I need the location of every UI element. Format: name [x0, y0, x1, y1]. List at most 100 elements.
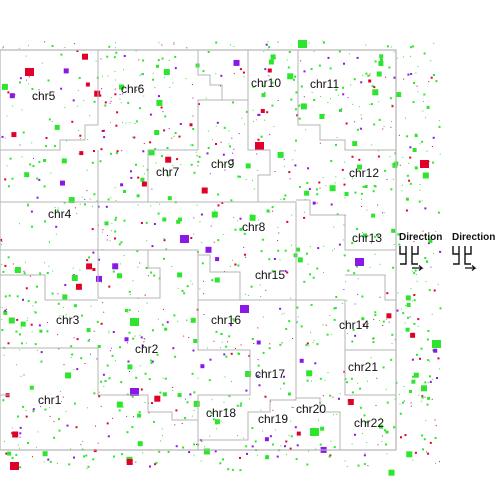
- signal-dot: [150, 271, 153, 274]
- signal-dot: [162, 308, 164, 310]
- signal-dot: [323, 41, 325, 44]
- signal-dot: [25, 410, 27, 411]
- signal-dot: [71, 275, 78, 281]
- signal-dot: [221, 201, 224, 204]
- signal-dot: [385, 430, 389, 434]
- signal-dot: [225, 355, 228, 358]
- signal-dot: [4, 137, 6, 139]
- signal-dot: [224, 169, 226, 171]
- label-chr11: chr11: [310, 77, 339, 91]
- signal-dot: [153, 223, 156, 225]
- label-chr10: chr10: [251, 76, 281, 90]
- signal-dot: [422, 101, 424, 102]
- signal-dot: [351, 391, 354, 394]
- signal-dot: [140, 388, 143, 391]
- signal-dot: [137, 441, 143, 447]
- signal-dot: [374, 185, 377, 188]
- signal-dot: [422, 230, 424, 232]
- signal-dot: [407, 316, 409, 319]
- signal-dot: [132, 337, 135, 340]
- signal-dot: [123, 219, 126, 222]
- signal-dot: [9, 157, 12, 160]
- signal-dot: [219, 347, 221, 349]
- signal-dot: [372, 338, 374, 340]
- signal-dot: [294, 150, 296, 152]
- signal-dot: [318, 64, 321, 67]
- signal-dot: [115, 51, 118, 54]
- signal-dot: [168, 59, 170, 61]
- signal-dot: [234, 263, 237, 266]
- signal-dot: [114, 79, 116, 81]
- signal-dot: [86, 263, 93, 270]
- signal-dot: [101, 88, 103, 90]
- signal-dot: [265, 43, 268, 46]
- signal-dot: [259, 373, 261, 375]
- signal-dot: [409, 316, 411, 318]
- signal-dot: [220, 74, 223, 77]
- signal-dot: [11, 177, 14, 180]
- signal-dot: [47, 458, 50, 461]
- signal-dot: [365, 421, 368, 424]
- signal-dot: [243, 246, 245, 248]
- signal-dot: [211, 211, 218, 218]
- signal-dot: [48, 118, 51, 121]
- signal-dot: [76, 50, 79, 52]
- signal-dot: [188, 451, 191, 454]
- signal-dot: [115, 199, 117, 201]
- signal-dot: [148, 149, 155, 156]
- signal-dot: [280, 388, 281, 390]
- signal-dot: [429, 161, 430, 162]
- signal-cluster: [310, 428, 319, 436]
- signal-dot: [55, 233, 57, 235]
- signal-dot: [134, 335, 136, 337]
- signal-dot: [342, 302, 343, 304]
- signal-dot: [76, 213, 78, 215]
- signal-dot: [362, 232, 364, 234]
- signal-dot: [78, 76, 81, 79]
- signal-dot: [371, 85, 374, 88]
- signal-dot: [60, 180, 65, 186]
- signal-dot: [25, 342, 27, 344]
- signal-dot: [279, 259, 281, 261]
- signal-dot: [343, 62, 345, 65]
- signal-dot: [127, 360, 130, 363]
- signal-dot: [20, 327, 22, 329]
- signal-dot: [322, 395, 324, 397]
- signal-dot: [342, 239, 344, 241]
- signal-dot: [303, 70, 306, 73]
- signal-dot: [369, 72, 371, 74]
- signal-dot: [142, 59, 145, 62]
- label-chr20: chr20: [296, 402, 326, 416]
- signal-dot: [31, 331, 33, 333]
- signal-dot: [2, 399, 5, 402]
- signal-dot: [6, 308, 8, 310]
- signal-dot: [303, 280, 306, 283]
- signal-dot: [422, 110, 424, 112]
- signal-dot: [57, 207, 59, 209]
- signal-dot: [415, 274, 417, 276]
- signal-dot: [436, 377, 438, 379]
- signal-dot: [109, 240, 111, 242]
- signal-dot: [4, 309, 7, 312]
- signal-dot: [429, 360, 430, 362]
- signal-dot: [327, 102, 329, 104]
- signal-dot: [211, 279, 214, 282]
- signal-dot: [300, 103, 307, 110]
- signal-dot: [260, 250, 263, 253]
- signal-dot: [223, 401, 225, 403]
- signal-dot: [93, 330, 95, 332]
- signal-dot: [272, 409, 274, 411]
- signal-dot: [43, 159, 47, 162]
- signal-dot: [79, 203, 81, 205]
- signal-dot: [344, 460, 346, 462]
- signal-dot: [75, 426, 78, 429]
- signal-dot: [206, 347, 208, 349]
- signal-dot: [419, 189, 421, 191]
- signal-dot: [202, 70, 205, 73]
- signal-dot: [423, 93, 426, 96]
- signal-dot: [426, 451, 428, 453]
- signal-dot: [216, 121, 219, 124]
- signal-dot: [193, 443, 196, 446]
- signal-dot: [293, 78, 295, 81]
- signal-dot: [270, 54, 276, 60]
